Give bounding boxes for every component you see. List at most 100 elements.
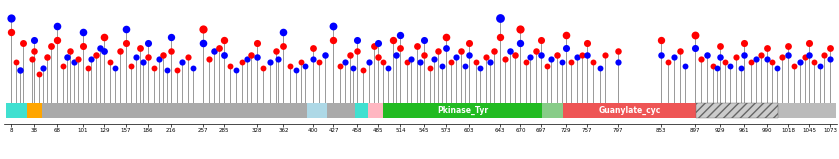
Point [119, 28, 133, 30]
Point [581, 42, 594, 45]
Text: Pkinase_Tyr: Pkinase_Tyr [437, 106, 488, 115]
Point [351, 39, 364, 41]
Point [137, 61, 150, 64]
Point [217, 53, 231, 56]
Point [97, 50, 111, 53]
Point [458, 65, 472, 67]
Point [734, 67, 748, 69]
Point [251, 42, 264, 45]
Point [164, 50, 178, 53]
Point [175, 61, 189, 64]
Point [372, 42, 385, 45]
Point [326, 39, 340, 41]
Point [141, 42, 154, 45]
Point [513, 28, 527, 30]
Point [103, 61, 117, 64]
Point [37, 67, 50, 69]
Point [487, 50, 501, 53]
Point [71, 58, 85, 60]
Point [400, 61, 414, 64]
Point [729, 56, 743, 58]
Point [181, 56, 195, 58]
Point [119, 42, 133, 45]
Point [133, 47, 146, 49]
Point [67, 61, 81, 64]
Point [60, 56, 73, 58]
Point [695, 58, 708, 60]
Point [586, 61, 600, 64]
Point [654, 39, 668, 41]
Point [524, 56, 537, 58]
Point [129, 56, 143, 58]
Point [97, 35, 111, 38]
Point [513, 42, 527, 45]
Point [449, 56, 462, 58]
Point [545, 58, 558, 60]
Point [257, 67, 270, 69]
Point [44, 44, 58, 47]
Point [377, 61, 390, 64]
Point [581, 53, 594, 56]
Point [306, 58, 320, 60]
Point [593, 67, 607, 69]
Bar [307, 103, 326, 118]
Point [277, 44, 290, 47]
Point [817, 53, 831, 56]
Point [668, 56, 681, 58]
Point [713, 56, 727, 58]
Point [570, 56, 583, 58]
Point [152, 58, 165, 60]
Point [404, 58, 418, 60]
Point [770, 67, 784, 69]
Point [318, 53, 331, 56]
Point [164, 35, 178, 38]
Point [212, 47, 226, 49]
Point [598, 53, 612, 56]
Bar [564, 103, 696, 118]
Point [539, 65, 553, 67]
Bar [696, 103, 778, 118]
Point [765, 61, 779, 64]
Point [277, 31, 290, 34]
Point [439, 35, 452, 38]
Point [113, 50, 127, 53]
Point [439, 47, 452, 49]
Bar [542, 103, 564, 118]
Point [414, 61, 427, 64]
Point [744, 61, 758, 64]
Point [754, 53, 768, 56]
Point [711, 67, 724, 69]
Bar [326, 103, 355, 118]
Point [788, 65, 801, 67]
Point [802, 53, 816, 56]
Bar [27, 103, 42, 118]
Point [217, 39, 231, 41]
Point [289, 69, 303, 72]
Point [802, 42, 816, 45]
Point [9, 61, 23, 64]
Point [357, 69, 370, 72]
Bar [368, 103, 383, 118]
Point [387, 39, 400, 41]
Point [343, 53, 357, 56]
Point [56, 65, 70, 67]
Point [483, 61, 497, 64]
Point [362, 61, 376, 64]
Point [306, 47, 320, 49]
Point [50, 24, 64, 27]
Bar [383, 103, 542, 118]
Point [519, 61, 533, 64]
Point [141, 56, 154, 58]
Point [269, 50, 283, 53]
Point [724, 65, 737, 67]
Point [492, 16, 506, 19]
Point [654, 53, 668, 56]
Point [565, 61, 578, 64]
Point [159, 69, 173, 72]
Point [559, 47, 572, 49]
Point [462, 53, 476, 56]
Point [25, 58, 39, 60]
Point [718, 61, 732, 64]
Point [393, 33, 407, 36]
Point [807, 61, 821, 64]
